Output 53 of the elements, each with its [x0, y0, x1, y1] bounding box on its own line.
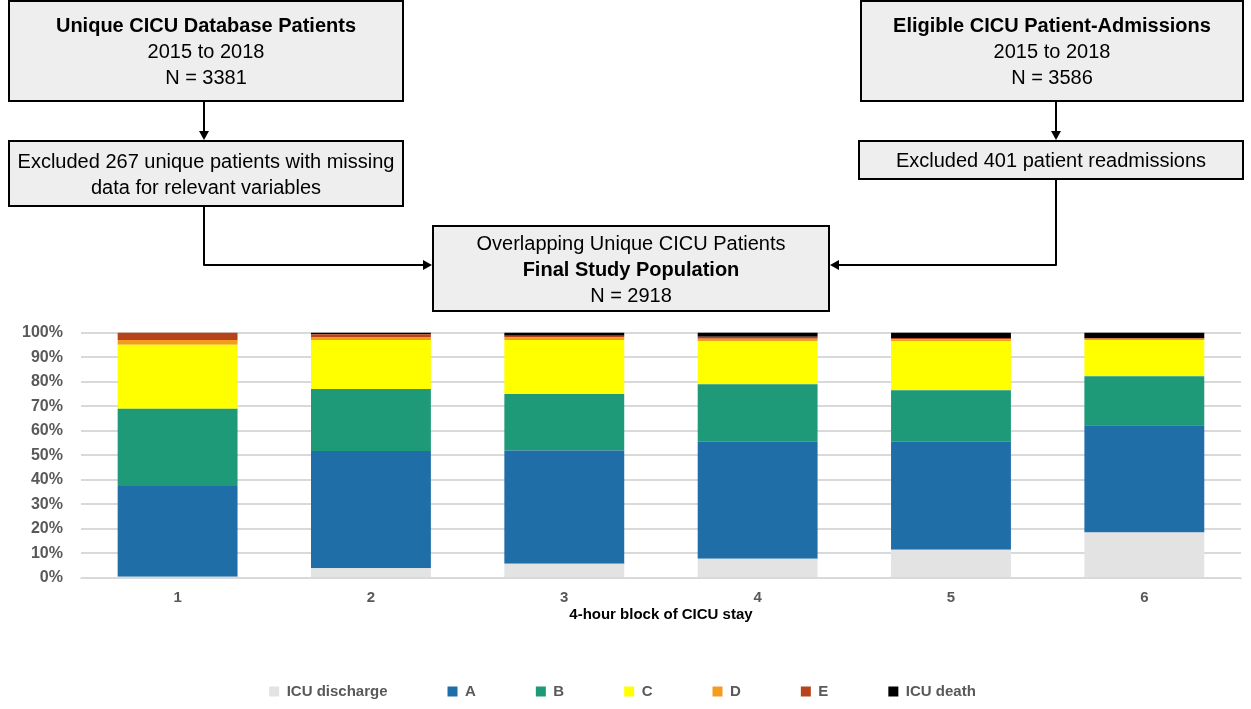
x-axis-title: 4-hour block of CICU stay [569, 605, 754, 623]
legend-label: ICU discharge [286, 681, 388, 699]
bar [1084, 425, 1205, 533]
x-tick-label: 6 [1140, 588, 1149, 606]
y-tick-label: 20% [30, 519, 63, 537]
bar [1084, 332, 1205, 338]
y-tick-label: 30% [30, 494, 63, 512]
bar [891, 441, 1011, 550]
bar [697, 441, 818, 559]
legend-label: ICU death [905, 681, 976, 699]
y-tick-label: 60% [30, 421, 63, 439]
bar [504, 339, 625, 394]
bar [117, 408, 238, 486]
bar [117, 339, 238, 345]
bar [697, 341, 818, 385]
bar [311, 450, 431, 569]
bar [891, 390, 1011, 442]
legend-label: E [818, 681, 829, 699]
bar [117, 344, 238, 409]
bar [1084, 376, 1205, 426]
y-tick-label: 90% [30, 347, 63, 365]
flow-box: Overlapping Unique CICU Patients Final Study Population N = 2918 [432, 225, 830, 312]
bar [891, 332, 1011, 338]
legend-label: C [641, 681, 653, 699]
bar [697, 332, 818, 337]
y-tick-label: 40% [30, 470, 63, 488]
x-tick-label: 2 [366, 588, 376, 606]
x-tick-label: 3 [560, 588, 569, 606]
flow-box: Excluded 267 unique patients with missing data for relevant variables [8, 140, 404, 207]
bar [891, 341, 1011, 391]
x-tick-label: 5 [946, 588, 956, 606]
flow-box: Unique CICU Database Patients 2015 to 2018 N = 3381 [8, 0, 404, 102]
bar [504, 393, 625, 451]
bar [117, 485, 238, 577]
x-tick-label: 4 [753, 588, 763, 606]
y-tick-label: 70% [30, 396, 63, 414]
x-tick-label: 1 [173, 588, 182, 606]
bar [697, 384, 818, 442]
flow-box: Eligible CICU Patient-Admissions 2015 to 2018 N = 3586 [860, 0, 1244, 102]
y-tick-label: 10% [30, 543, 63, 561]
legend-label: D [730, 681, 742, 699]
bar [311, 339, 431, 390]
y-tick-label: 50% [30, 445, 63, 463]
legend-label: B [553, 681, 565, 699]
flow-box: Excluded 401 patient readmissions [858, 140, 1244, 180]
y-tick-label: 100% [22, 323, 63, 341]
y-tick-label: 0% [39, 568, 63, 586]
bar [117, 332, 238, 340]
y-tick-label: 80% [30, 372, 63, 390]
legend-label: A [465, 681, 477, 699]
bar [311, 389, 431, 451]
bar [1084, 339, 1205, 377]
bar [504, 450, 625, 564]
